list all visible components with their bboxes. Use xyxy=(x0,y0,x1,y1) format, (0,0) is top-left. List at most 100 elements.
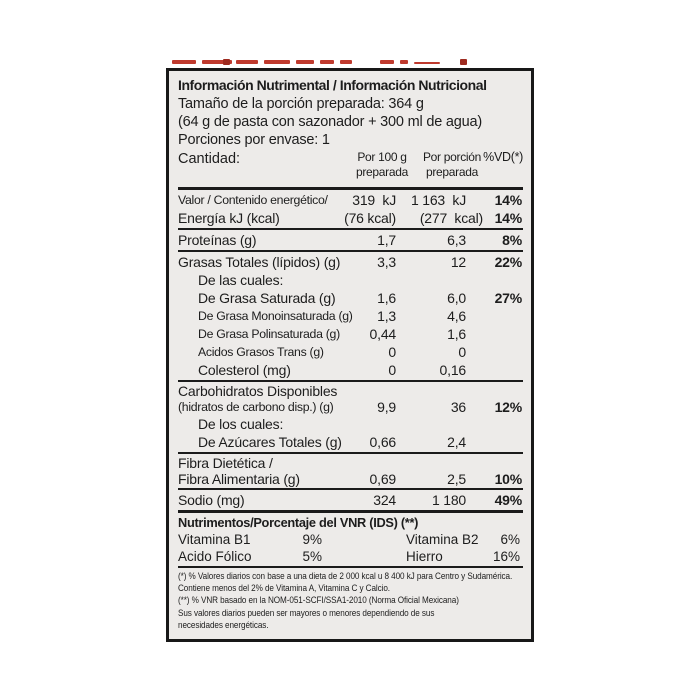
nutrient-name: De Azúcares Totales (g) xyxy=(198,434,342,450)
micronutrient-name: Vitamina B1 xyxy=(178,532,251,547)
divider xyxy=(178,380,523,382)
nutrient-row: De los cuales: xyxy=(178,415,523,433)
nutrient-name-line2: Fibra Alimentaria (g) xyxy=(178,471,300,487)
value-per-portion: 1,6 xyxy=(447,326,466,342)
value-per-portion: 4,6 xyxy=(447,308,466,324)
micronutrient-name: Acido Fólico xyxy=(178,549,252,564)
nutrient-row: Energía kJ (kcal) (76 kcal) (277 kcal) 1… xyxy=(178,209,523,227)
nutrient-name: Energía kJ (kcal) xyxy=(178,210,280,226)
micronutrient-row: Acido Fólico 5% Hierro 16% xyxy=(178,548,523,565)
value-per-100g: 1,3 xyxy=(377,308,396,324)
column-headers: Cantidad: Por 100 g preparada Por porció… xyxy=(178,150,523,186)
nutrient-row: De Grasa Saturada (g) 1,6 6,0 27% xyxy=(178,289,523,307)
nutrient-name: Sodio (mg) xyxy=(178,492,245,508)
nutrient-name: Valor / Contenido energético/ xyxy=(178,193,328,207)
footnotes: (*) % Valores diarios con base a una die… xyxy=(178,571,524,632)
value-percent-vd: 22% xyxy=(494,254,523,270)
divider xyxy=(178,566,523,568)
value-per-100g: 1,6 xyxy=(377,290,396,306)
nutrient-row: De Grasa Monoinsaturada (g) 1,3 4,6 xyxy=(178,307,523,325)
nutrient-row: Valor / Contenido energético/ 319 kJ 1 1… xyxy=(178,191,523,209)
nutrient-name: De las cuales: xyxy=(198,272,284,288)
column-header-per-100g: Por 100 g preparada xyxy=(355,150,408,179)
micronutrient-value: 5% xyxy=(302,549,322,564)
nutrient-row: Fibra Dietética / Fibra Alimentaria (g) … xyxy=(178,455,523,487)
value-per-100g: 3,3 xyxy=(377,254,396,270)
value-per-portion: 0,16 xyxy=(439,362,467,378)
divider xyxy=(178,452,523,454)
value-percent-vd: 27% xyxy=(494,290,523,306)
label-title: Información Nutrimental / Información Nu… xyxy=(178,77,487,93)
value-percent-vd: 8% xyxy=(502,232,522,248)
footnote-line: Contiene menos del 2% de Vitamina A, Vit… xyxy=(178,583,390,595)
nutrient-row: Carbohidratos Disponibles (hidratos de c… xyxy=(178,383,523,415)
micronutrients-header: Nutrimentos/Porcentaje del VNR (IDS) (**… xyxy=(178,515,419,530)
nutrient-name: Fibra Dietética / xyxy=(178,455,273,471)
nutrient-row: Colesterol (mg) 0 0,16 xyxy=(178,361,523,379)
serving-composition-line: (64 g de pasta con sazonador + 300 ml de… xyxy=(178,114,482,130)
nutrient-row: De las cuales: xyxy=(178,271,523,289)
value-per-portion: 6,0 xyxy=(447,290,466,306)
nutrient-name: De Grasa Monoinsaturada (g) xyxy=(198,309,353,323)
divider xyxy=(178,187,523,190)
servings-per-container-line: Porciones por envase: 1 xyxy=(178,132,330,148)
value-per-portion: 6,3 xyxy=(447,232,466,248)
micronutrient-value: 9% xyxy=(302,532,322,547)
value-per-100g: 9,9 xyxy=(377,399,396,415)
cropped-product-text-strip xyxy=(168,59,528,67)
value-per-100g: (76 kcal) xyxy=(344,210,396,226)
value-per-100g: 0 xyxy=(388,362,396,378)
divider xyxy=(178,250,523,252)
nutrient-name: Carbohidratos Disponibles xyxy=(178,383,338,399)
value-percent-vd: 49% xyxy=(494,492,523,508)
value-per-portion: 2,5 xyxy=(447,471,466,487)
value-per-portion: (277 kcal) xyxy=(419,210,483,226)
quantity-label: Cantidad: xyxy=(178,151,241,167)
micronutrient-name: Vitamina B2 xyxy=(406,532,479,547)
value-per-100g: 319 kJ xyxy=(352,192,396,208)
value-percent-vd: 14% xyxy=(494,192,523,208)
value-percent-vd: 10% xyxy=(494,471,523,487)
nutrient-row: Acidos Grasos Trans (g) 0 0 xyxy=(178,343,523,361)
nutrient-name: Proteínas (g) xyxy=(178,232,257,248)
serving-size-line: Tamaño de la porción preparada: 364 g xyxy=(178,96,424,112)
value-per-100g: 0,69 xyxy=(369,471,397,487)
micronutrient-value: 16% xyxy=(492,549,520,564)
column-header-per-portion: Por porción preparada xyxy=(422,150,482,179)
value-per-portion: 36 xyxy=(450,399,466,415)
value-per-portion: 0 xyxy=(458,344,466,360)
value-percent-vd: 14% xyxy=(494,210,523,226)
value-per-portion: 1 163 kJ xyxy=(410,192,466,208)
nutrient-name: De Grasa Saturada (g) xyxy=(198,290,336,306)
value-per-portion: 1 180 xyxy=(431,492,466,508)
nutrient-row: Grasas Totales (lípidos) (g) 3,3 12 22% xyxy=(178,253,523,271)
column-header-percent-vd: %VD(*) xyxy=(483,150,523,164)
value-percent-vd: 12% xyxy=(494,399,523,415)
divider xyxy=(178,228,523,230)
nutrient-name: Colesterol (mg) xyxy=(198,362,291,378)
value-per-100g: 0 xyxy=(388,344,396,360)
value-per-100g: 0,44 xyxy=(369,326,397,342)
micronutrient-row: Vitamina B1 9% Vitamina B2 6% xyxy=(178,531,523,548)
footnote-line: (*) % Valores diarios con base a una die… xyxy=(178,571,513,582)
nutrient-name: Acidos Grasos Trans (g) xyxy=(198,345,324,359)
value-per-100g: 0,66 xyxy=(369,434,397,450)
nutrient-name: De los cuales: xyxy=(198,416,284,432)
divider xyxy=(178,510,523,513)
micronutrient-value: 6% xyxy=(500,532,520,547)
footnote-line: (**) % VNR basado en la NOM-051-SCFI/SSA… xyxy=(178,595,459,607)
nutrient-row: Sodio (mg) 324 1 180 49% xyxy=(178,491,523,509)
divider xyxy=(178,488,523,490)
value-per-100g: 324 xyxy=(373,492,396,508)
nutrient-row: Proteínas (g) 1,7 6,3 8% xyxy=(178,231,523,249)
value-per-portion: 12 xyxy=(450,254,466,270)
nutrient-row: De Grasa Polinsaturada (g) 0,44 1,6 xyxy=(178,325,523,343)
nutrient-name-line2: (hidratos de carbono disp.) (g) xyxy=(178,400,334,414)
nutrient-name: Grasas Totales (lípidos) (g) xyxy=(178,254,341,270)
value-per-100g: 1,7 xyxy=(377,232,396,248)
micronutrients-section: Nutrimentos/Porcentaje del VNR (IDS) (**… xyxy=(178,515,523,565)
footnote-line: Sus valores diarios pueden ser mayores o… xyxy=(178,607,435,619)
nutrient-table: Valor / Contenido energético/ 319 kJ 1 1… xyxy=(178,191,523,513)
nutrient-name: De Grasa Polinsaturada (g) xyxy=(198,327,340,341)
